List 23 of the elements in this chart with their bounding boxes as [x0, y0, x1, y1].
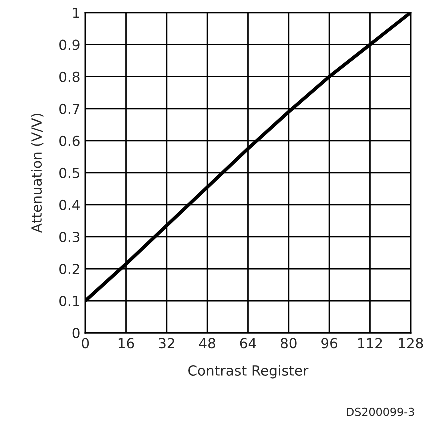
x-axis-title: Contrast Register: [188, 365, 309, 379]
y-tick-label: 0: [72, 328, 80, 339]
x-tick-label: 96: [322, 338, 338, 349]
y-tick-label: 0.2: [60, 264, 80, 274]
y-tick-label: 0.3: [60, 232, 80, 242]
x-tick-label: 48: [199, 338, 216, 349]
y-tick-label: 1: [73, 8, 80, 18]
y-tick-label: 0.9: [60, 40, 80, 50]
x-tick-label: 80: [281, 338, 297, 349]
y-tick-label: 0.4: [60, 200, 80, 210]
y-tick-label: 0.7: [60, 104, 80, 114]
y-tick-label: 0.1: [60, 296, 80, 307]
x-tick-label: 0: [82, 338, 90, 349]
y-tick-label: 0.5: [60, 168, 80, 178]
x-tick-label: 112: [358, 338, 382, 348]
y-tick-label: 0.8: [60, 72, 80, 82]
y-axis-title: Attenuation (V/V): [31, 114, 44, 233]
x-tick-label: 32: [159, 338, 174, 349]
x-tick-label: 16: [118, 338, 134, 349]
y-tick-label: 0.6: [60, 136, 80, 146]
text: DS200099-3: [347, 408, 414, 416]
x-tick-label: 128: [399, 338, 424, 349]
x-tick-label: 64: [240, 338, 256, 349]
